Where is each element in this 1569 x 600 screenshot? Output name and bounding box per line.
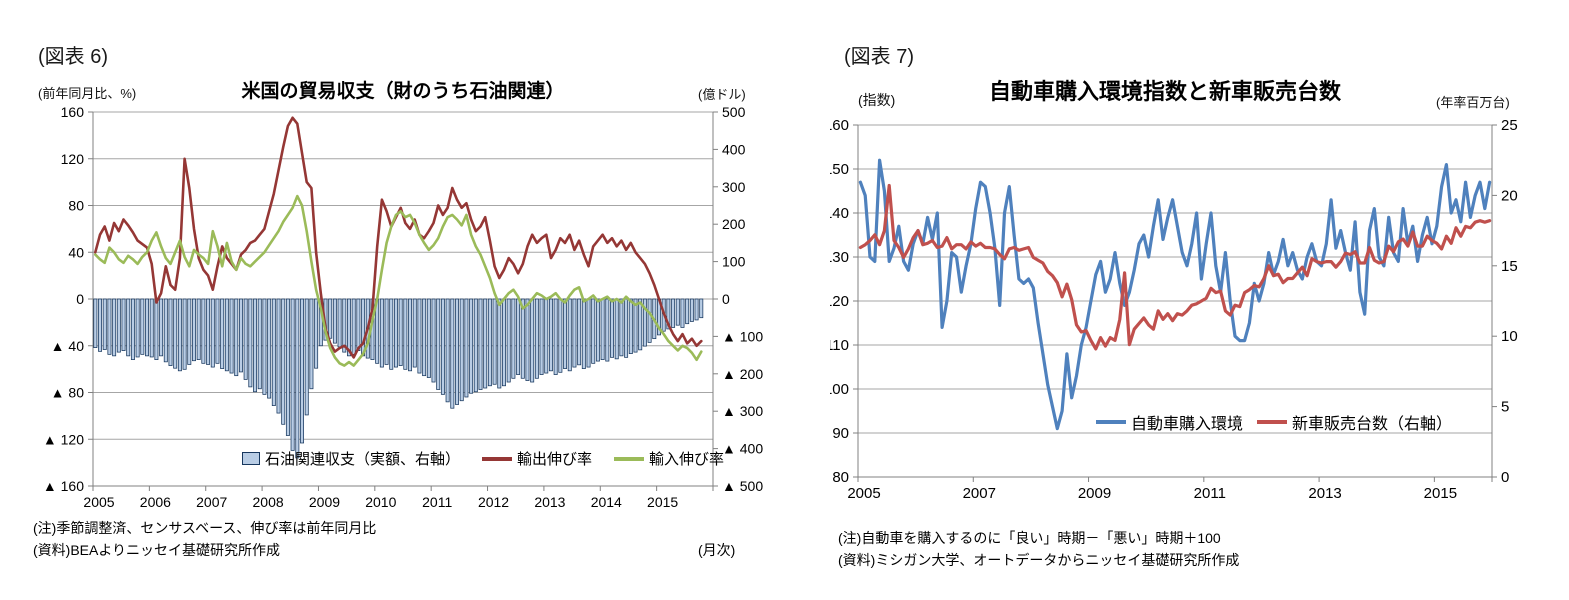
legend-label: 輸出伸び率	[517, 451, 593, 468]
svg-text:100: 100	[722, 254, 746, 270]
gridlines	[93, 111, 713, 487]
legend-line-swatch	[482, 456, 513, 461]
svg-text:130: 130	[830, 249, 849, 266]
svg-text:▲ 100: ▲ 100	[722, 328, 763, 344]
legend-bar-swatch	[242, 452, 260, 465]
figure7-legend: 自動車購入環境 新車販売台数（右軸）	[1096, 410, 1452, 434]
svg-text:0: 0	[722, 291, 730, 307]
svg-text:2012: 2012	[478, 494, 509, 510]
svg-text:▲ 500: ▲ 500	[722, 478, 763, 494]
legend-line-swatch	[1096, 420, 1126, 424]
svg-text:5: 5	[1501, 399, 1509, 416]
svg-text:10: 10	[1501, 328, 1518, 345]
svg-text:110: 110	[830, 337, 849, 354]
svg-text:200: 200	[722, 216, 746, 232]
svg-text:150: 150	[830, 161, 849, 178]
figure7-note2: (資料)ミシガン大学、オートデータからニッセイ基礎研究所作成	[838, 552, 1240, 568]
legend-item-自動車購入環境: 自動車購入環境	[1096, 410, 1243, 434]
svg-text:2013: 2013	[534, 494, 565, 510]
svg-text:▲ 300: ▲ 300	[722, 403, 763, 419]
figure6-legend: 石油関連収支（実額、右軸） 輸出伸び率 輸入伸び率	[242, 448, 724, 469]
legend-label: 新車販売台数（右軸）	[1292, 416, 1453, 433]
svg-text:2009: 2009	[309, 494, 340, 510]
series-自動車購入環境	[858, 158, 1492, 431]
svg-text:2008: 2008	[253, 494, 284, 510]
svg-text:120: 120	[830, 293, 849, 310]
legend-label: 輸入伸び率	[649, 451, 725, 468]
figure7-left-axis-unit: (指数)	[858, 92, 896, 108]
svg-text:80: 80	[832, 469, 849, 486]
svg-text:2010: 2010	[365, 494, 396, 510]
svg-text:2007: 2007	[196, 494, 227, 510]
figure7-tag: (図表 7)	[844, 46, 914, 68]
series-輸入伸び率	[94, 194, 703, 367]
svg-text:2014: 2014	[591, 494, 622, 510]
svg-text:400: 400	[722, 141, 746, 157]
svg-text:40: 40	[68, 244, 84, 260]
svg-text:100: 100	[830, 381, 849, 398]
series-石油関連収支（実額、右軸）	[93, 298, 704, 459]
svg-text:▲ 40: ▲ 40	[51, 338, 85, 354]
svg-text:500: 500	[722, 104, 746, 120]
svg-text:2015: 2015	[647, 494, 678, 510]
legend-item-輸出伸び率: 輸出伸び率	[482, 448, 592, 469]
legend-item-石油関連収支（実額、右軸）: 石油関連収支（実額、右軸）	[242, 448, 460, 469]
svg-text:2006: 2006	[140, 494, 171, 510]
svg-text:▲ 400: ▲ 400	[722, 441, 763, 457]
svg-text:2005: 2005	[83, 494, 114, 510]
legend-label: 石油関連収支（実額、右軸）	[265, 451, 461, 468]
legend-line-swatch	[614, 456, 645, 461]
svg-text:120: 120	[61, 151, 85, 167]
svg-text:2015: 2015	[1424, 485, 1457, 502]
svg-text:0: 0	[76, 291, 84, 307]
legend-item-新車販売台数（右軸）: 新車販売台数（右軸）	[1257, 410, 1452, 434]
svg-text:2005: 2005	[847, 485, 880, 502]
svg-text:160: 160	[61, 104, 85, 120]
svg-text:80: 80	[68, 198, 84, 214]
svg-text:0: 0	[1501, 469, 1509, 486]
figure6-right-axis-unit: (億ドル)	[698, 87, 746, 102]
figure7-auto-index: (図表 7) (指数) 自動車購入環境指数と新車販売台数 (年率百万台) 80 9…	[830, 40, 1569, 600]
axes	[88, 111, 718, 491]
legend-line-swatch	[1257, 420, 1288, 424]
figure6-left-axis-unit: (前年同月比、%)	[38, 86, 137, 101]
svg-text:▲ 120: ▲ 120	[43, 431, 84, 447]
figure7-right-axis-unit: (年率百万台)	[1436, 95, 1510, 110]
svg-text:25: 25	[1501, 117, 1518, 134]
figure6-title: 米国の貿易収支（財のうち石油関連）	[241, 81, 565, 102]
svg-text:▲ 200: ▲ 200	[722, 366, 763, 382]
legend-label: 自動車購入環境	[1131, 416, 1244, 433]
svg-text:2013: 2013	[1308, 485, 1341, 502]
svg-text:300: 300	[722, 179, 746, 195]
figure6-frequency-tag: (月次)	[698, 542, 736, 558]
svg-text:140: 140	[830, 205, 849, 222]
figure7-title: 自動車購入環境指数と新車販売台数	[988, 79, 1341, 104]
figure7-note1: (注)自動車を購入するのに「良い」時期－「悪い」時期＋100	[838, 530, 1221, 546]
figure6-note2: (資料)BEAよりニッセイ基礎研究所作成	[33, 542, 281, 558]
figure7-plot-svg: 80 90 100 110 120 130 140 150 160 0 5 10 15 20 25 2005 2…	[830, 117, 1518, 502]
svg-text:▲ 160: ▲ 160	[43, 478, 84, 494]
axes	[853, 124, 1497, 482]
legend-item-輸入伸び率: 輸入伸び率	[614, 448, 724, 469]
figure6-us-trade-balance: (図表 6) (前年同月比、%) 米国の貿易収支（財のうち石油関連） (億ドル)…	[30, 40, 800, 600]
figure6-note1: (注)季節調整済、センサスベース、伸び率は前年同月比	[33, 520, 377, 536]
svg-text:20: 20	[1501, 187, 1518, 204]
figure6-tag: (図表 6)	[38, 46, 108, 68]
svg-text:▲ 80: ▲ 80	[51, 385, 85, 401]
svg-text:90: 90	[832, 425, 849, 442]
series-新車販売台数（右軸）	[858, 183, 1492, 351]
svg-text:15: 15	[1501, 258, 1518, 275]
svg-text:2009: 2009	[1078, 485, 1111, 502]
svg-text:160: 160	[830, 117, 849, 134]
svg-text:2011: 2011	[1194, 485, 1226, 502]
svg-text:2011: 2011	[422, 494, 452, 510]
svg-text:2007: 2007	[963, 485, 996, 502]
